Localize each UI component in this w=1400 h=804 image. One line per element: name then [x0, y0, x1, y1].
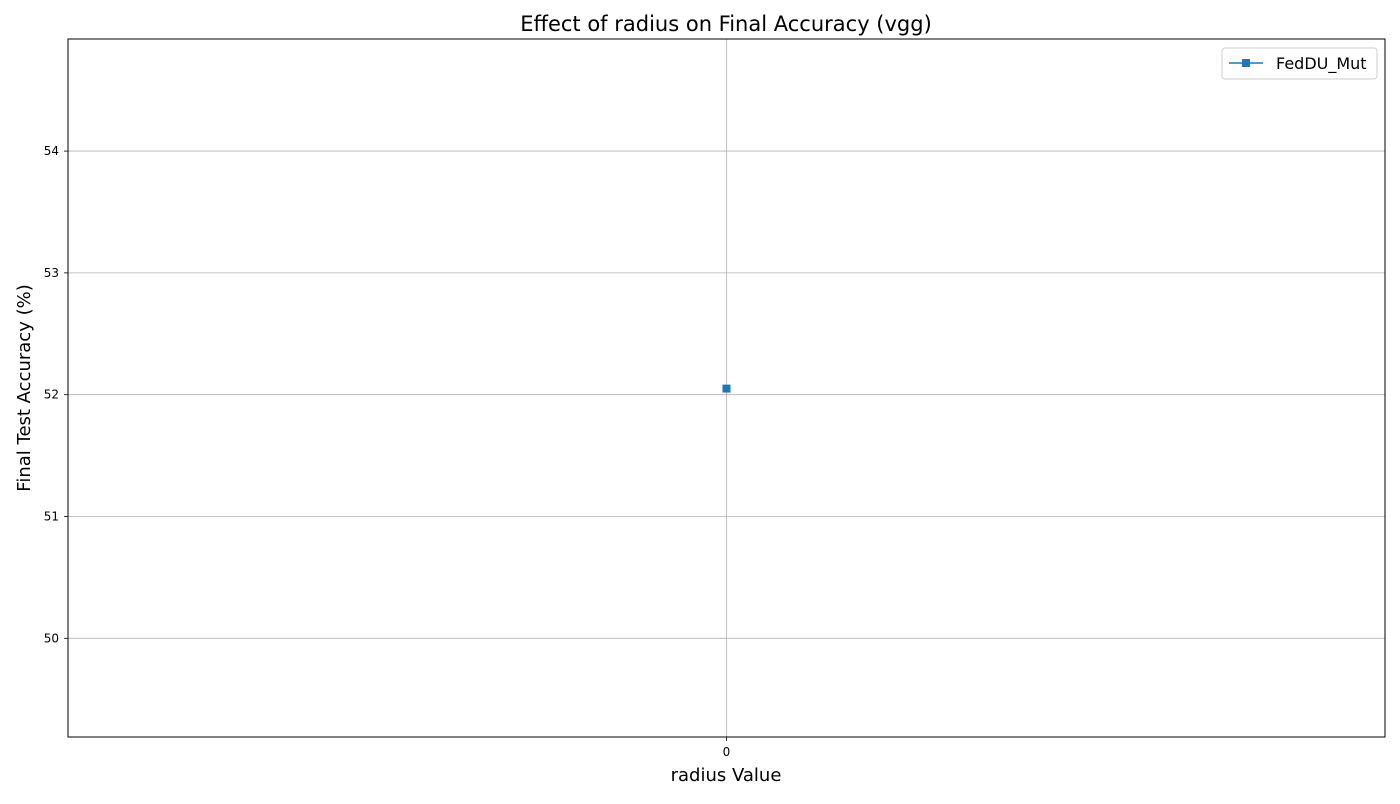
- series-layer: [722, 384, 731, 393]
- y-axis-label: Final Test Accuracy (%): [14, 284, 35, 491]
- data-point: [722, 384, 731, 393]
- x-axis-label: radius Value: [671, 765, 782, 786]
- y-tick-label: 51: [44, 510, 59, 524]
- y-tick-label: 50: [44, 631, 59, 645]
- legend-marker-icon: [1242, 59, 1250, 67]
- y-tick-label: 54: [44, 144, 59, 158]
- y-tick-label: 53: [44, 266, 59, 280]
- legend: FedDU_Mut: [1221, 47, 1378, 80]
- chart-title: Effect of radius on Final Accuracy (vgg): [520, 12, 932, 36]
- y-tick-label: 52: [44, 388, 59, 402]
- legend-label: FedDU_Mut: [1276, 54, 1367, 74]
- legend-box: [1221, 47, 1378, 80]
- x-tick-label: 0: [723, 745, 731, 759]
- tick-layer: 50 51 52 53 54 0: [44, 144, 731, 759]
